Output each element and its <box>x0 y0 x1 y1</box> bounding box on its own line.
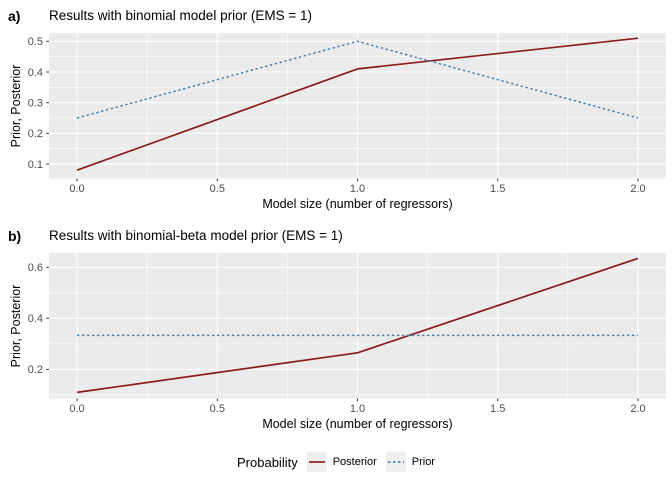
panel-a: 0.0 0.5 1.0 1.5 2.0 0.1 0.2 0.3 0.4 0.5 <box>28 33 666 195</box>
panel-b-x-axis-label: Model size (number of regressors) <box>262 417 453 431</box>
panel-a-title: Results with binomial model prior (EMS =… <box>49 8 312 23</box>
prior-line <box>76 40 639 119</box>
posterior-line <box>76 37 639 171</box>
legend-key-prior <box>385 452 406 472</box>
x-tick-label: 2.0 <box>630 403 645 415</box>
posterior-line-icon <box>308 461 325 463</box>
y-tick-label: 0.3 <box>28 98 43 110</box>
panel-a-tag: a) <box>8 8 21 24</box>
prior-line-icon <box>387 461 404 463</box>
panel-b-tag: b) <box>8 228 22 244</box>
x-tick-label: 1.5 <box>490 183 505 195</box>
x-tick-label: 0.0 <box>69 403 84 415</box>
x-tick-label: 0.5 <box>210 183 225 195</box>
legend-entry-posterior: Posterior <box>306 452 377 472</box>
y-tick-label: 0.6 <box>28 262 43 274</box>
x-tick-label: 1.0 <box>350 183 365 195</box>
x-tick-label: 1.5 <box>490 403 505 415</box>
panel-a-x-axis-label: Model size (number of regressors) <box>262 197 453 211</box>
legend-key-posterior <box>306 452 327 472</box>
x-tick-label: 0.0 <box>69 183 84 195</box>
x-tick-label: 2.0 <box>630 183 645 195</box>
y-tick-label: 0.1 <box>28 159 43 171</box>
y-tick-label: 0.2 <box>28 128 43 140</box>
panel-b-title: Results with binomial-beta model prior (… <box>49 228 343 243</box>
legend-label-posterior: Posterior <box>332 456 377 468</box>
legend-entry-prior: Prior <box>385 452 435 472</box>
x-tick-label: 1.0 <box>350 403 365 415</box>
x-tick-label: 0.5 <box>210 403 225 415</box>
panel-b-y-axis-label: Prior, Posterior <box>9 284 23 368</box>
posterior-line <box>76 257 639 394</box>
y-tick-label: 0.2 <box>28 364 43 376</box>
y-tick-label: 0.5 <box>28 36 43 48</box>
panel-a-y-axis-label: Prior, Posterior <box>9 64 23 148</box>
legend-title: Probability <box>237 454 298 470</box>
y-tick-label: 0.4 <box>28 67 43 79</box>
legend: Probability Posterior Prior <box>0 451 672 473</box>
legend-label-prior: Prior <box>411 456 435 468</box>
y-tick-label: 0.4 <box>28 313 43 325</box>
panel-b: 0.0 0.5 1.0 1.5 2.0 0.2 0.4 0.6 <box>28 253 666 415</box>
